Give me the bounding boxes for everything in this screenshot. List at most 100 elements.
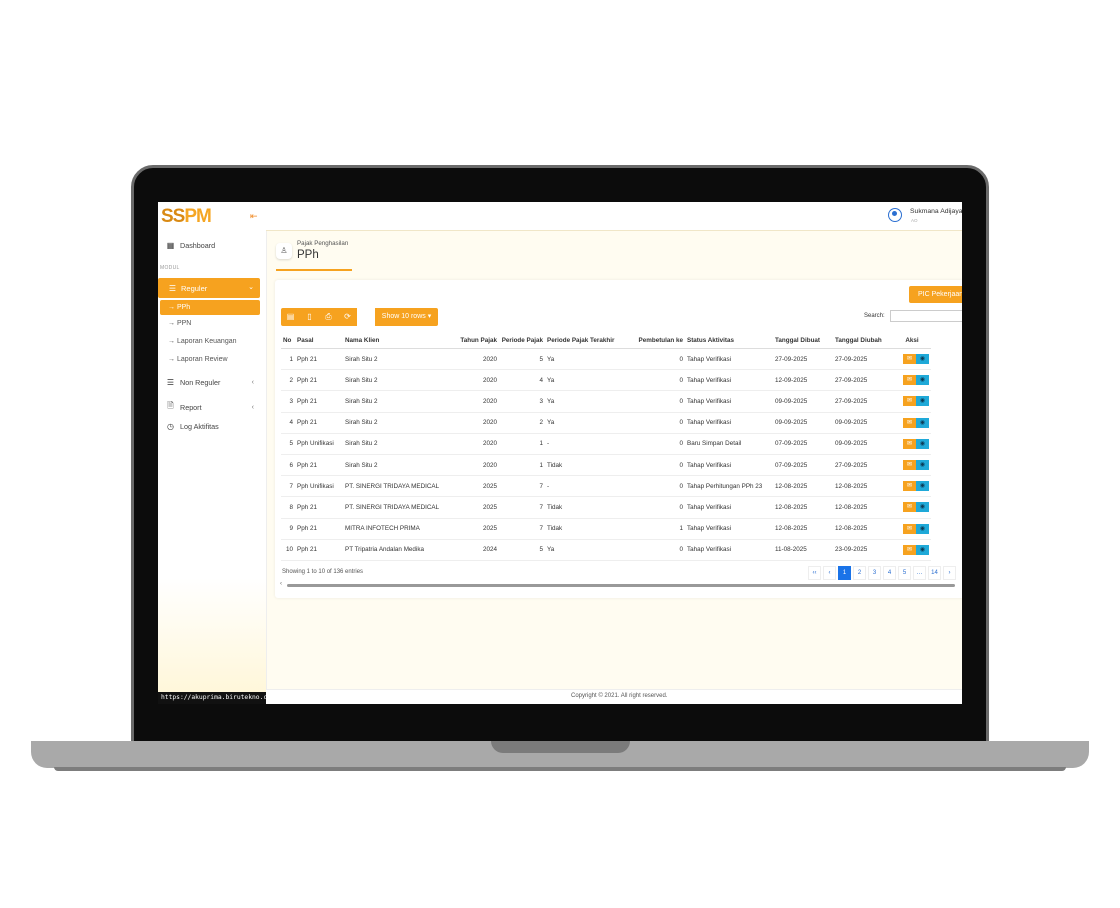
table-cell: Tahap Verifikasi <box>685 348 773 371</box>
table-cell: 07-09-2025 <box>773 433 833 455</box>
row-actions: ✉ ◉ <box>893 496 931 519</box>
page-button[interactable]: 5 <box>898 566 911 580</box>
page-button[interactable]: 4 <box>883 566 896 580</box>
eye-icon[interactable]: ◉ <box>916 417 929 428</box>
eye-icon[interactable]: ◉ <box>916 544 929 555</box>
table-cell: Tahap Verifikasi <box>685 390 773 413</box>
table-cell: 2 <box>281 369 295 392</box>
row-actions: ✉ ◉ <box>893 433 931 455</box>
dashboard-icon: ▦ <box>166 241 175 250</box>
sidebar-item-log-aktifitas[interactable]: ◷ Log Aktifitas <box>167 422 219 431</box>
page-button[interactable]: ‹‹ <box>808 566 821 580</box>
row-actions: ✉ ◉ <box>893 454 931 477</box>
sidebar-collapse-icon[interactable]: ⇤ <box>250 211 258 221</box>
list-icon: ☰ <box>168 283 177 293</box>
mail-icon[interactable]: ✉ <box>903 523 916 534</box>
sidebar-item-report[interactable]: 🗎 Report ‹ <box>166 400 260 414</box>
table-cell: PT. SINERGI TRIDAYA MEDICAL <box>343 496 449 519</box>
column-header-tanggal-diubah[interactable]: Tanggal Diubah <box>833 332 893 349</box>
page-button[interactable]: 3 <box>868 566 881 580</box>
horizontal-scrollbar[interactable] <box>287 584 955 587</box>
laptop-base-shadow <box>54 767 1066 771</box>
table-cell: Sirah Situ 2 <box>343 369 449 392</box>
table-cell: 23-09-2025 <box>833 539 893 561</box>
mail-icon[interactable]: ✉ <box>903 396 916 407</box>
sidebar-subitem-ppn[interactable]: → PPN <box>168 320 192 327</box>
table-cell: Pph 21 <box>295 390 343 413</box>
sidebar-subitem-laporan-keuangan[interactable]: → Laporan Keuangan <box>168 338 237 345</box>
column-header-pembetulan-ke[interactable]: Pembetulan ke <box>631 332 685 349</box>
user-name[interactable]: Sukmana Adijaya <box>910 208 962 215</box>
pagination: ‹‹ ‹ 1 2 3 4 5… 14 › <box>808 566 956 580</box>
table-cell: 7 <box>499 475 545 498</box>
sidebar-section-label: MODUL <box>160 265 180 271</box>
table-cell: 2020 <box>449 412 499 434</box>
table-cell: 2020 <box>449 348 499 371</box>
page-button[interactable]: 14 <box>928 566 941 580</box>
export-excel-icon[interactable]: ▤ <box>281 308 300 326</box>
column-header-no[interactable]: No <box>281 332 295 349</box>
eye-icon[interactable]: ◉ <box>916 438 929 449</box>
chevron-left-icon: ‹ <box>251 379 254 386</box>
page-button[interactable]: ‹ <box>823 566 836 580</box>
row-actions: ✉ ◉ <box>893 390 931 413</box>
print-icon[interactable]: ⎙ <box>319 308 338 326</box>
table-cell: Tahap Verifikasi <box>685 412 773 434</box>
column-header-nama-klien[interactable]: Nama Klien <box>343 332 449 349</box>
pic-pekerjaan-button[interactable]: PIC Pekerjaan <box>909 286 962 303</box>
table-cell: 27-09-2025 <box>833 348 893 371</box>
mail-icon[interactable]: ✉ <box>903 502 916 513</box>
row-actions: ✉ ◉ <box>893 518 931 540</box>
column-header-periode-pajak-terakhir[interactable]: Periode Pajak Terakhir <box>545 332 631 349</box>
mail-icon[interactable]: ✉ <box>903 481 916 492</box>
column-header-periode-pajak[interactable]: Periode Pajak <box>499 332 545 349</box>
show-rows-dropdown[interactable]: Show 10 rows ▾ <box>375 308 438 326</box>
scroll-left-icon[interactable]: ‹ <box>280 581 282 587</box>
mail-icon[interactable]: ✉ <box>903 375 916 386</box>
search-label: Search: <box>864 313 885 319</box>
sidebar-subitem-pph[interactable]: → PPh <box>160 300 260 315</box>
mail-icon[interactable]: ✉ <box>903 460 916 471</box>
mail-icon[interactable]: ✉ <box>903 417 916 428</box>
app-logo[interactable]: SSPM <box>161 206 212 227</box>
eye-icon[interactable]: ◉ <box>916 481 929 492</box>
column-header-status-aktivitas[interactable]: Status Aktivitas <box>685 332 773 349</box>
table-cell: 10 <box>281 539 295 561</box>
mail-icon[interactable]: ✉ <box>903 354 916 365</box>
table-cell: - <box>545 475 631 498</box>
page-button[interactable]: 1 <box>838 566 851 580</box>
chevron-down-icon: ⌄ <box>248 284 254 291</box>
table-cell: 2025 <box>449 496 499 519</box>
user-avatar-icon[interactable] <box>888 208 902 222</box>
mail-icon[interactable]: ✉ <box>903 544 916 555</box>
column-header-tahun-pajak[interactable]: Tahun Pajak <box>449 332 499 349</box>
sidebar-item-non-reguler[interactable]: ☰ Non Reguler ‹ <box>166 378 254 387</box>
mail-icon[interactable]: ✉ <box>903 438 916 449</box>
table-cell: 5 <box>499 539 545 561</box>
table-cell: 5 <box>499 348 545 371</box>
refresh-icon[interactable]: ⟳ <box>338 308 357 326</box>
clock-icon: ◷ <box>167 422 174 431</box>
table-cell: 12-08-2025 <box>833 518 893 540</box>
sidebar-item-dashboard[interactable]: ▦ Dashboard <box>166 241 216 250</box>
table-cell: Tidak <box>545 518 631 540</box>
table-cell: 5 <box>281 433 295 455</box>
eye-icon[interactable]: ◉ <box>916 502 929 513</box>
column-header-tanggal-dibuat[interactable]: Tanggal Dibuat <box>773 332 833 349</box>
eye-icon[interactable]: ◉ <box>916 354 929 365</box>
eye-icon[interactable]: ◉ <box>916 523 929 534</box>
search-input[interactable] <box>890 310 962 322</box>
sidebar-subitem-laporan-review[interactable]: → Laporan Review <box>168 356 228 363</box>
sidebar-item-reguler[interactable]: ☰ Reguler ⌄ <box>158 278 260 298</box>
page-button[interactable]: › <box>943 566 956 580</box>
eye-icon[interactable]: ◉ <box>916 460 929 471</box>
export-pdf-icon[interactable]: ▯ <box>300 308 319 326</box>
page-button[interactable]: 2 <box>853 566 866 580</box>
chevron-left-icon: ‹ <box>251 403 254 411</box>
eye-icon[interactable]: ◉ <box>916 396 929 407</box>
arrow-right-icon: → <box>168 304 175 311</box>
table-cell: Tahap Verifikasi <box>685 369 773 392</box>
eye-icon[interactable]: ◉ <box>916 375 929 386</box>
page-button[interactable]: … <box>913 566 926 580</box>
column-header-pasal[interactable]: Pasal <box>295 332 343 349</box>
